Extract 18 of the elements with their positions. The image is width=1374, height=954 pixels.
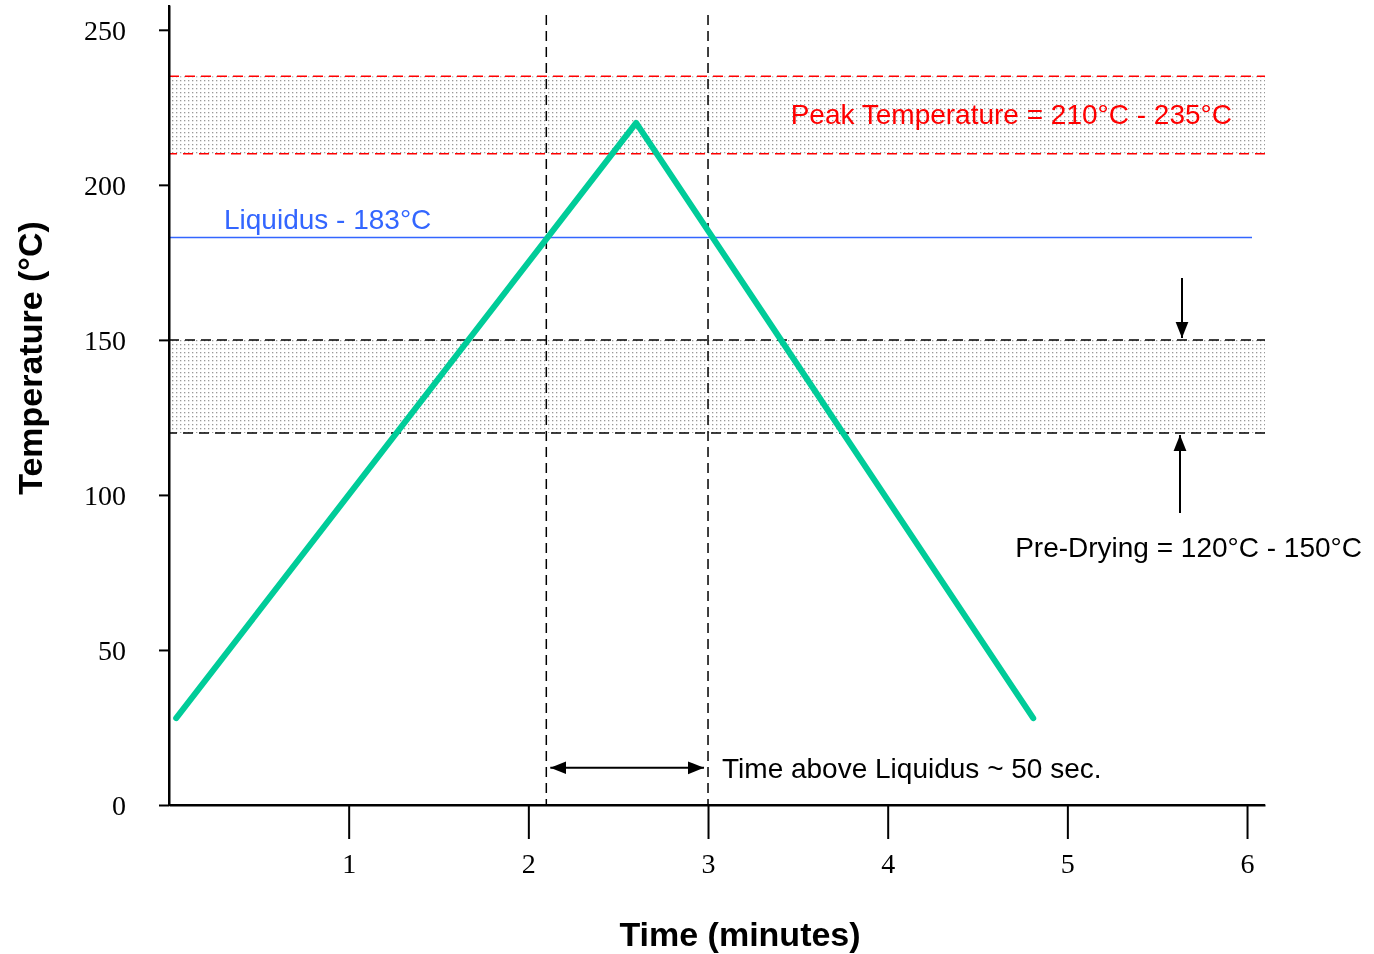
x-axis-title: Time (minutes) [619, 915, 861, 953]
y-tick-label: 100 [84, 480, 126, 512]
x-tick-label: 1 [342, 847, 357, 879]
x-tick-label: 6 [1240, 847, 1255, 879]
y-tick-label: 200 [84, 170, 126, 202]
y-tick-label: 50 [98, 635, 126, 667]
ref-line-label: Liquidus - 183°C [224, 203, 432, 235]
band-label: Pre-Drying = 120°C - 150°C [1015, 531, 1362, 563]
x-tick-label: 5 [1060, 847, 1075, 879]
y-tick-label: 0 [112, 790, 126, 822]
band-label: Peak Temperature = 210°C - 235°C [790, 99, 1232, 131]
y-tick-label: 150 [84, 325, 126, 357]
x-tick-label: 2 [521, 847, 536, 879]
x-tick-label: 3 [701, 847, 716, 879]
y-tick-label: 250 [84, 15, 126, 47]
annotation: Time above Liquidus ~ 50 sec. [722, 752, 1102, 784]
y-axis-title: Temperature (°C) [11, 221, 49, 495]
x-tick-label: 4 [881, 847, 896, 879]
